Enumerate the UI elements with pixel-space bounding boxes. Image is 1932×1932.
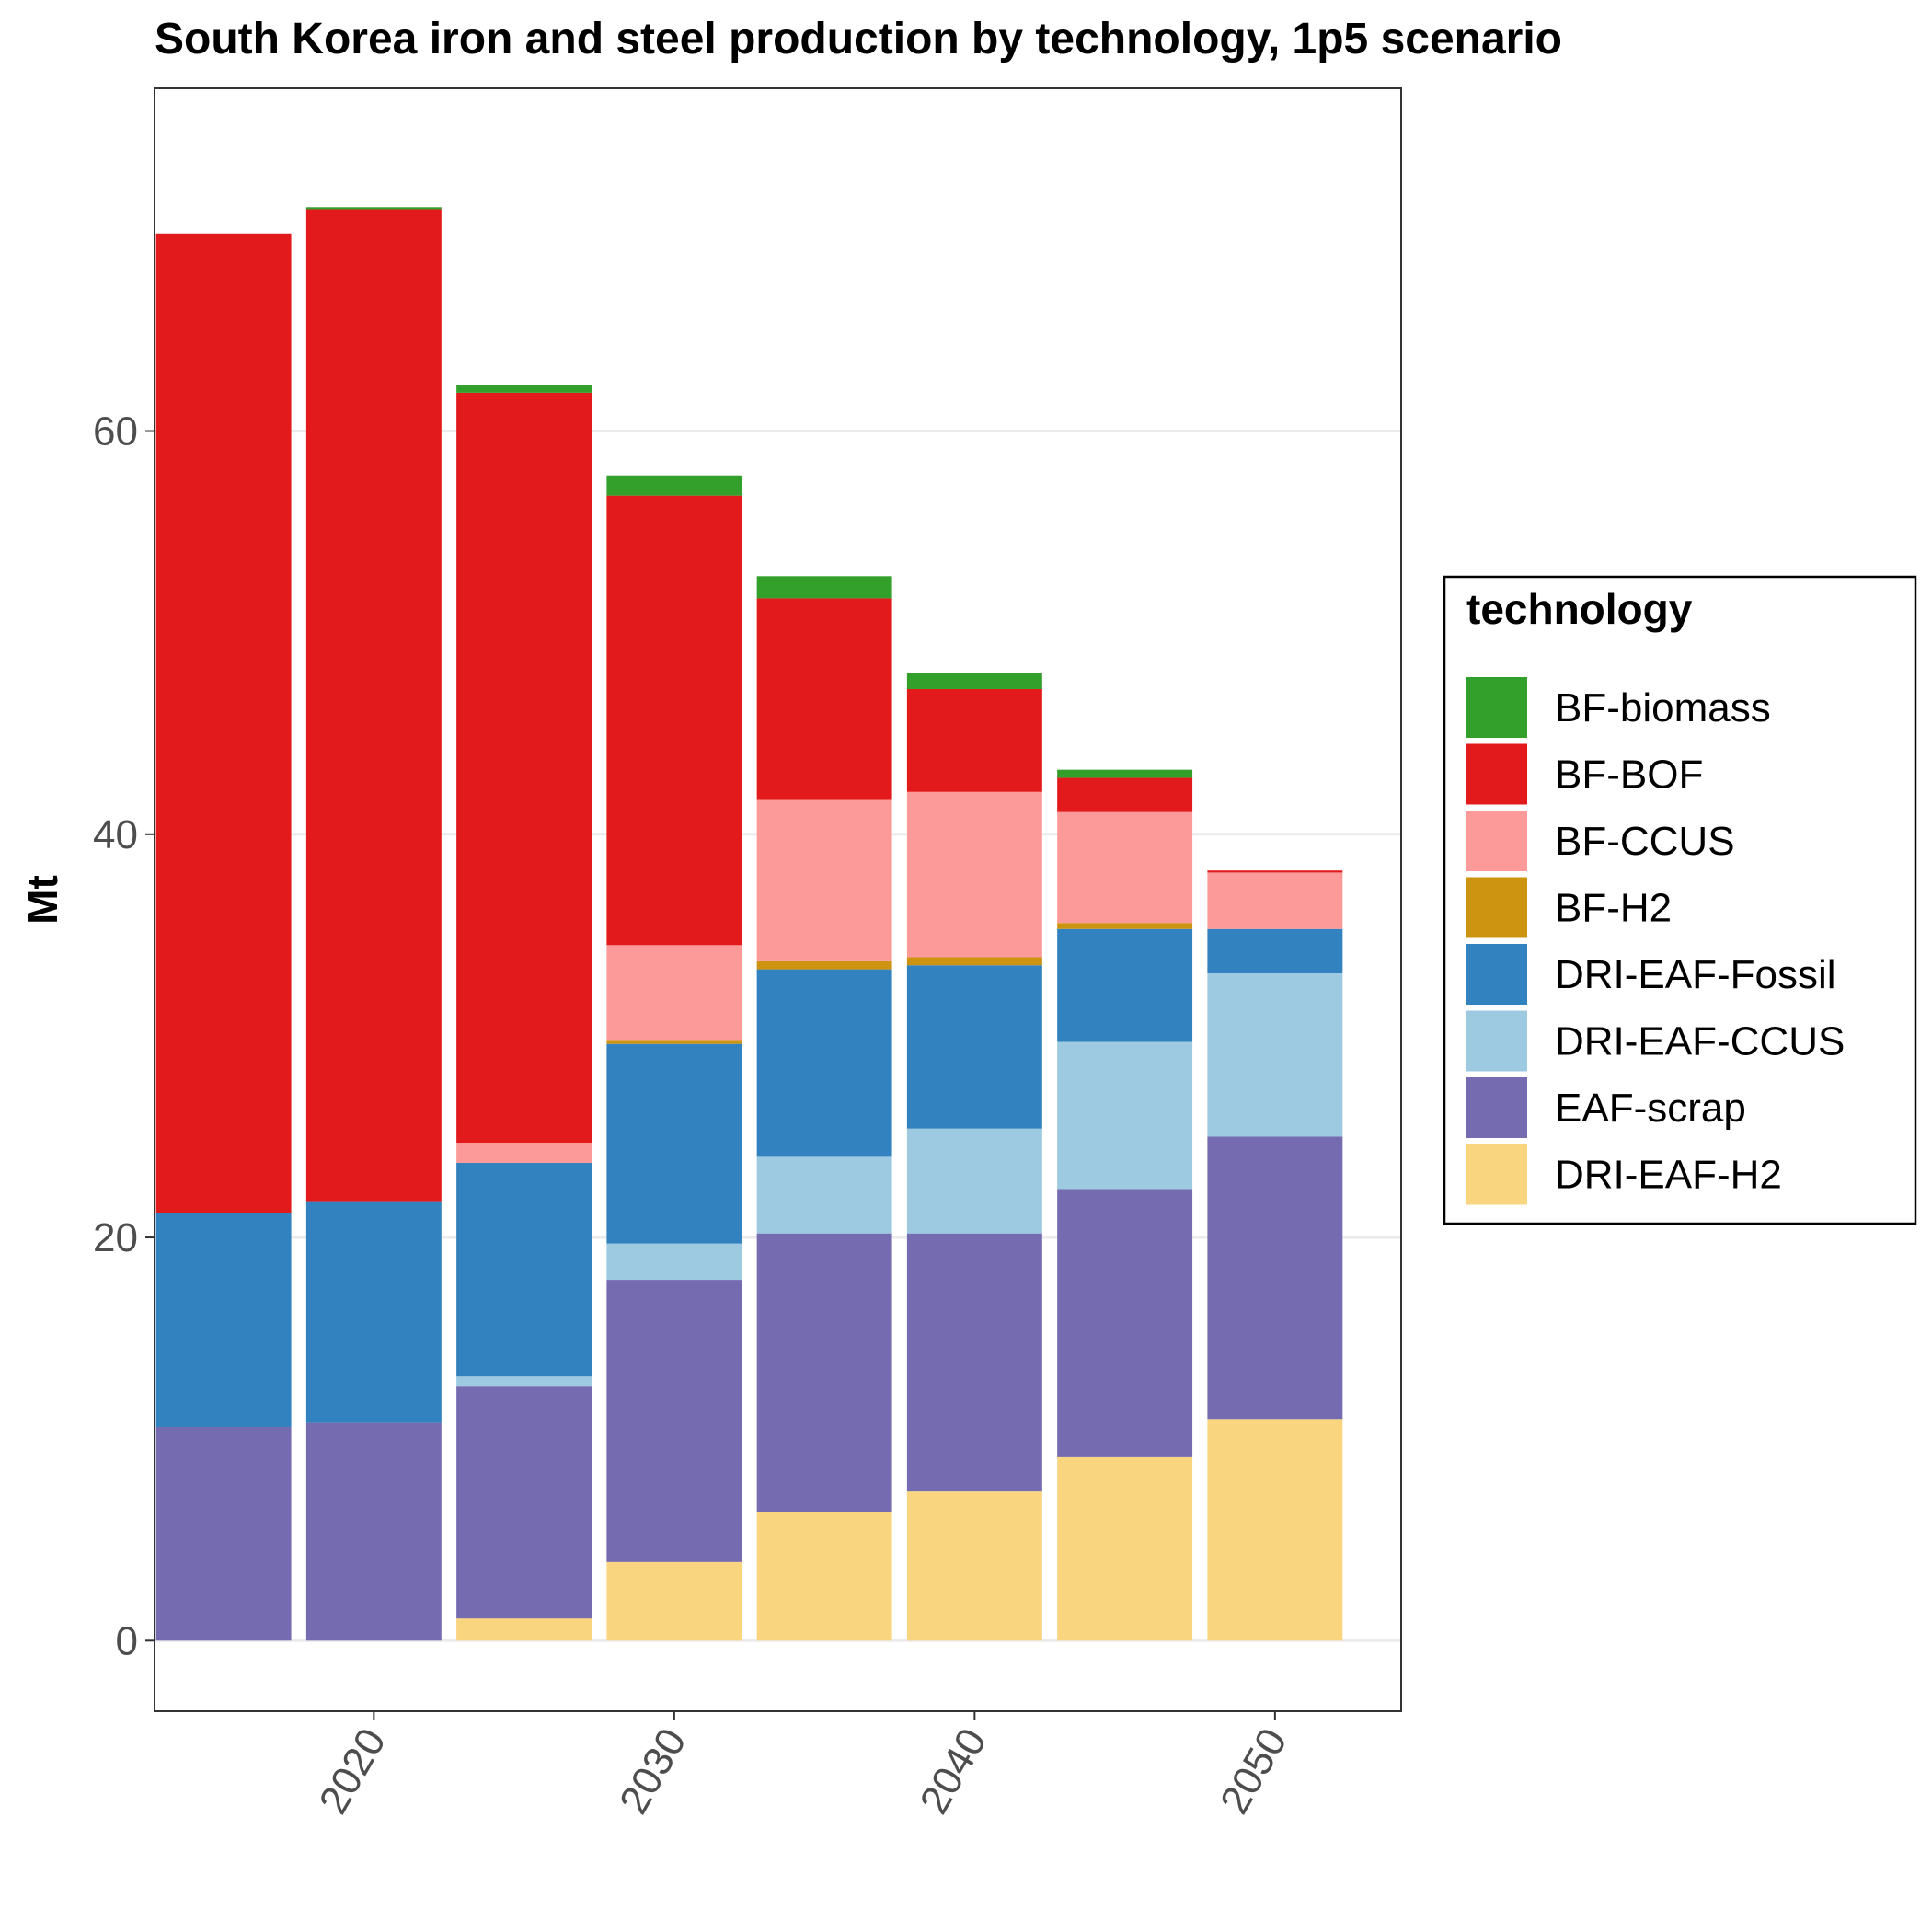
x-tick-label-2040: 2040 (912, 1721, 995, 1822)
x-tick-label-2030: 2030 (611, 1721, 695, 1822)
bar-2040-DRI-EAF-CCUS (906, 1128, 1042, 1234)
bar-2050-BF-BOF (1207, 870, 1343, 873)
bar-2035-BF-biomass (756, 576, 892, 599)
legend-title: technology (1466, 585, 1693, 633)
bar-2035-BF-CCUS (756, 799, 892, 961)
bar-2035-BF-BOF (756, 598, 892, 800)
legend-label-BF-BOF: BF-BOF (1555, 753, 1703, 798)
bar-2045-BF-biomass (1057, 769, 1193, 778)
bar-2040-EAF-scrap (906, 1233, 1042, 1492)
bar-2040-DRI-EAF-Fossil (906, 965, 1042, 1129)
bar-2050-DRI-EAF-H2 (1207, 1419, 1343, 1641)
bar-2045-EAF-scrap (1057, 1189, 1193, 1457)
bar-2030-BF-CCUS (606, 945, 742, 1041)
y-tick-label-40: 40 (93, 812, 138, 857)
bar-2040-BF-biomass (906, 673, 1042, 690)
legend-label-BF-CCUS: BF-CCUS (1555, 819, 1735, 864)
bar-2025-BF-BOF (456, 392, 592, 1144)
y-tick-label-0: 0 (116, 1618, 138, 1663)
bar-2040-BF-BOF (906, 689, 1042, 792)
y-tick-label-60: 60 (93, 409, 138, 454)
legend-label-DRI-EAF-H2: DRI-EAF-H2 (1555, 1153, 1782, 1198)
bar-2045-DRI-EAF-Fossil (1057, 928, 1193, 1042)
bar-2035-DRI-EAF-H2 (756, 1512, 892, 1641)
bar-2045-BF-BOF (1057, 777, 1193, 812)
legend-swatch-BF-biomass (1466, 677, 1527, 738)
bar-2050-EAF-scrap (1207, 1136, 1343, 1420)
bar-2050-DRI-EAF-Fossil (1207, 928, 1343, 973)
legend-swatch-BF-CCUS (1466, 811, 1527, 871)
bar-2035-DRI-EAF-Fossil (756, 969, 892, 1157)
y-axis-title: Mt (18, 875, 66, 925)
bar-2015-BF-BOF (155, 233, 292, 1213)
bar-2020-BF-BOF (305, 209, 442, 1202)
x-tick-label-2020: 2020 (311, 1721, 395, 1822)
bar-2040-DRI-EAF-H2 (906, 1491, 1042, 1641)
bar-2045-DRI-EAF-CCUS (1057, 1041, 1193, 1190)
bar-2045-DRI-EAF-H2 (1057, 1456, 1193, 1641)
y-tick-label-20: 20 (93, 1215, 138, 1260)
bar-2035-DRI-EAF-CCUS (756, 1156, 892, 1234)
bar-2040-BF-CCUS (906, 791, 1042, 958)
legend-label-DRI-EAF-CCUS: DRI-EAF-CCUS (1555, 1019, 1845, 1064)
bar-2020-BF-biomass (305, 207, 442, 210)
legend-swatch-DRI-EAF-CCUS (1466, 1010, 1527, 1072)
x-axis: 2020 2030 2040 2050 (311, 1711, 1296, 1822)
bar-2015-EAF-scrap (155, 1427, 292, 1641)
chart-title: South Korea iron and steel production by… (155, 15, 1562, 63)
bar-2030-BF-biomass (606, 475, 742, 496)
bar-2050-BF-CCUS (1207, 872, 1343, 929)
bar-2030-DRI-EAF-H2 (606, 1561, 742, 1641)
bar-2030-BF-H2 (606, 1040, 742, 1044)
plot-border (154, 87, 1402, 1712)
legend-swatch-BF-BOF (1466, 743, 1527, 805)
bars (155, 207, 1343, 1641)
bar-2015-DRI-EAF-Fossil (155, 1213, 292, 1428)
legend-swatch-EAF-scrap (1466, 1077, 1527, 1138)
bar-2030-DRI-EAF-Fossil (606, 1043, 742, 1244)
y-axis: 0 20 40 60 (93, 409, 155, 1663)
bar-2030-DRI-EAF-CCUS (606, 1243, 742, 1281)
legend-label-DRI-EAF-Fossil: DRI-EAF-Fossil (1555, 952, 1836, 997)
x-tick-label-2050: 2050 (1212, 1721, 1295, 1822)
bar-2020-EAF-scrap (305, 1422, 442, 1641)
legend-swatch-DRI-EAF-H2 (1466, 1144, 1527, 1205)
bar-2035-EAF-scrap (756, 1233, 892, 1512)
legend-swatch-DRI-EAF-Fossil (1466, 944, 1527, 1005)
bar-2025-DRI-EAF-H2 (456, 1618, 592, 1641)
bar-2025-BF-biomass (456, 385, 592, 393)
bar-2025-BF-CCUS (456, 1143, 592, 1163)
bar-2025-EAF-scrap (456, 1386, 592, 1619)
legend-swatch-BF-H2 (1466, 877, 1527, 938)
bar-2025-DRI-EAF-Fossil (456, 1162, 592, 1377)
bar-2040-BF-H2 (906, 957, 1042, 966)
bar-2030-BF-BOF (606, 495, 742, 946)
bar-2035-BF-H2 (756, 960, 892, 970)
bar-2050-DRI-EAF-CCUS (1207, 972, 1343, 1137)
legend-label-BF-biomass: BF-biomass (1555, 685, 1771, 730)
legend-label-BF-H2: BF-H2 (1555, 886, 1672, 931)
legend-label-EAF-scrap: EAF-scrap (1555, 1086, 1746, 1131)
bar-2045-BF-H2 (1057, 923, 1193, 929)
bar-2025-DRI-EAF-CCUS (456, 1376, 592, 1387)
bar-2045-BF-CCUS (1057, 811, 1193, 924)
bar-2030-EAF-scrap (606, 1280, 742, 1562)
bar-2020-DRI-EAF-Fossil (305, 1201, 442, 1423)
legend: technology BF-biomass BF-BOF BF-CCUS BF-H2 D… (1443, 575, 1917, 1225)
